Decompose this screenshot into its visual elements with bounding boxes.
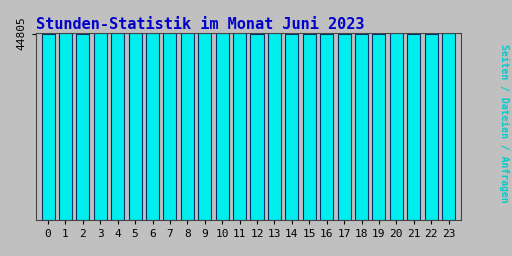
Bar: [442, 34, 455, 220]
Bar: [372, 34, 386, 220]
Bar: [94, 34, 107, 220]
Bar: [303, 34, 316, 220]
Bar: [163, 33, 177, 220]
Bar: [320, 34, 333, 220]
Bar: [181, 34, 194, 220]
Bar: [198, 33, 211, 220]
Bar: [146, 34, 159, 220]
Bar: [424, 34, 438, 220]
Bar: [337, 34, 351, 220]
Bar: [285, 34, 298, 220]
Bar: [76, 34, 90, 220]
Bar: [268, 34, 281, 220]
Bar: [111, 34, 124, 220]
Bar: [216, 34, 229, 220]
Bar: [390, 34, 403, 220]
Bar: [233, 34, 246, 220]
Bar: [355, 34, 368, 220]
Bar: [41, 34, 55, 220]
Bar: [407, 34, 420, 220]
Bar: [250, 34, 264, 220]
Bar: [129, 34, 142, 220]
Text: Seiten / Dateien / Anfragen: Seiten / Dateien / Anfragen: [499, 44, 509, 202]
Text: Stunden-Statistik im Monat Juni 2023: Stunden-Statistik im Monat Juni 2023: [36, 17, 365, 32]
Bar: [59, 33, 72, 220]
